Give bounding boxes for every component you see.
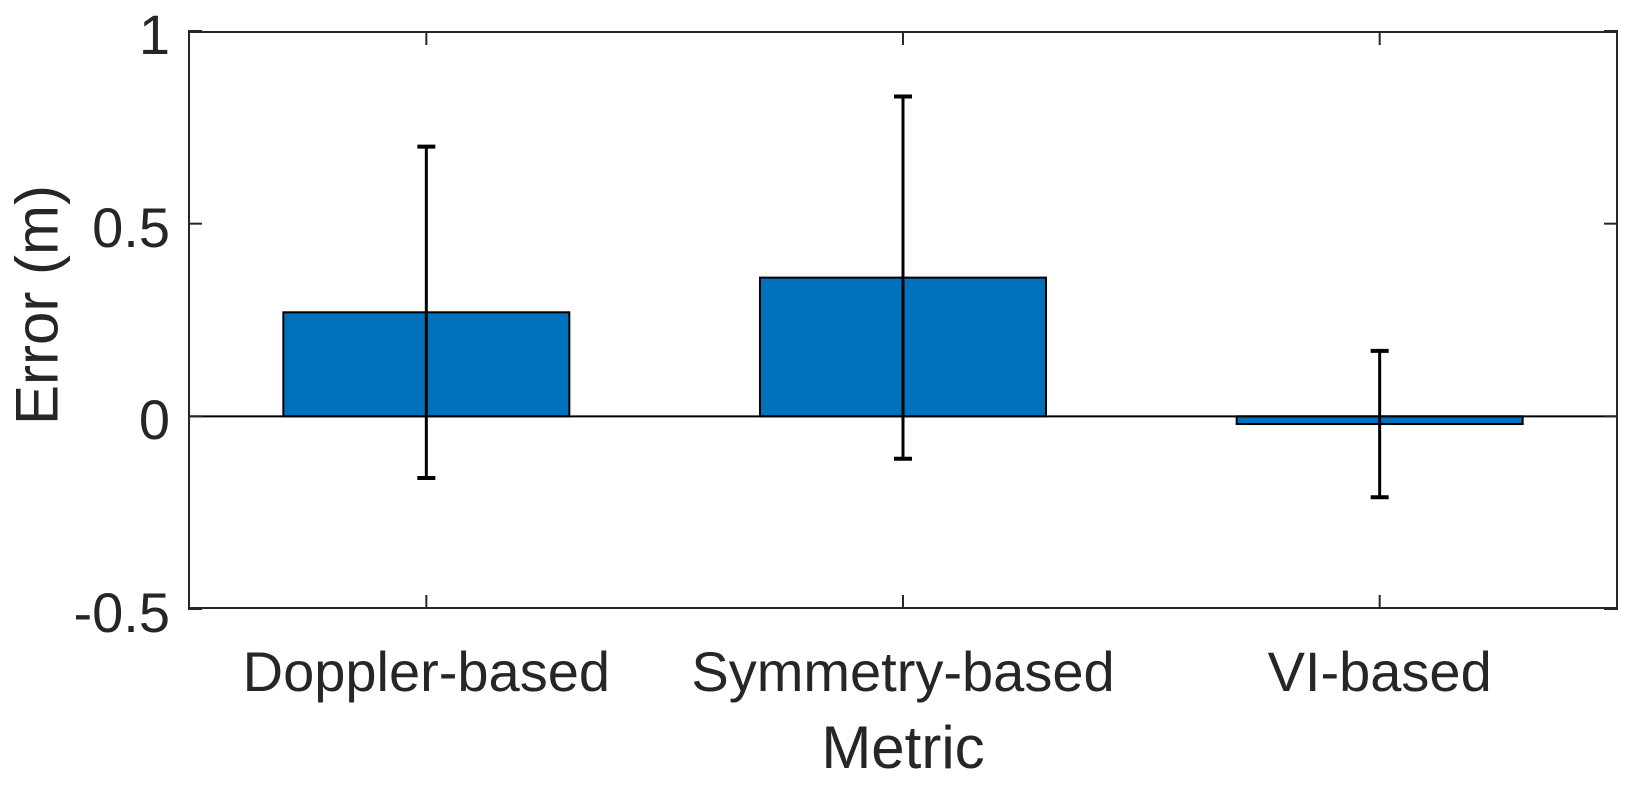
y-tick-label-2: 0 bbox=[138, 388, 170, 452]
y-tick-label-1: 0.5 bbox=[92, 195, 170, 259]
y-tick-label-3: -0.5 bbox=[73, 581, 171, 644]
x-tick-label-2: VI-based bbox=[1267, 640, 1492, 703]
y-tick-label-0: 1 bbox=[138, 3, 170, 66]
x-axis-label: Metric bbox=[821, 714, 985, 781]
plot-area bbox=[188, 30, 1618, 610]
x-tick-label-0: Doppler-based bbox=[242, 640, 610, 703]
x-tick-label-1: Symmetry-based bbox=[691, 640, 1115, 703]
